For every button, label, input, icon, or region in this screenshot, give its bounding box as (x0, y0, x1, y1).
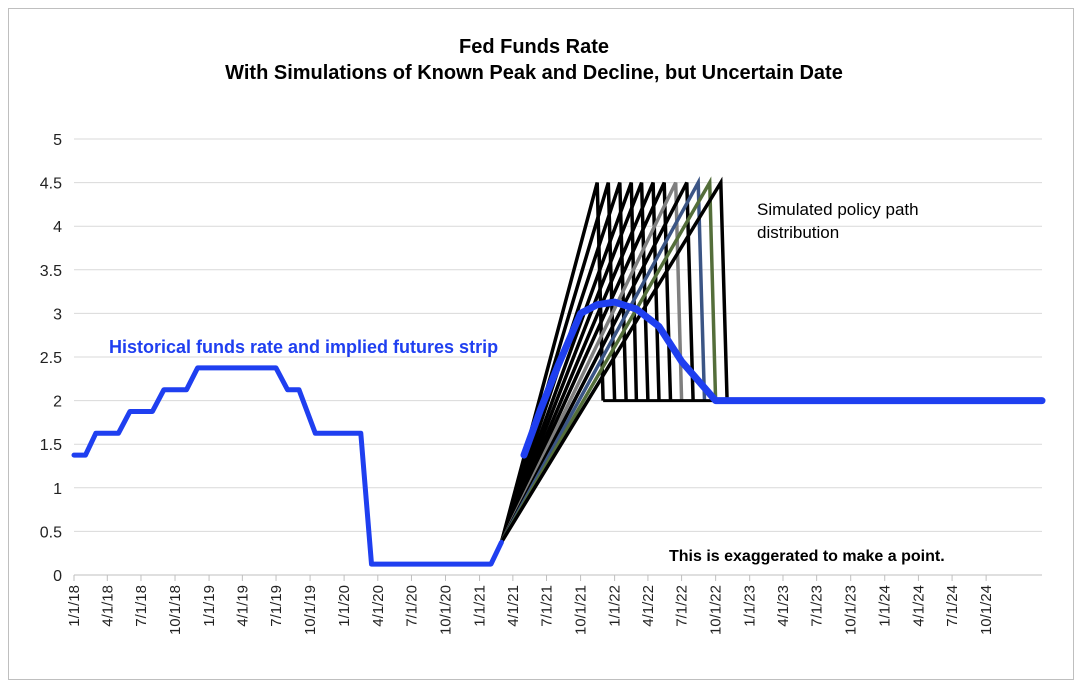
y-tick-label: 5 (53, 132, 62, 149)
x-tick-label: 4/1/18 (99, 585, 116, 627)
y-tick-label: 0.5 (40, 524, 62, 541)
x-tick-label: 10/1/22 (708, 585, 725, 635)
simulation-annotation-line1: Simulated policy path (757, 200, 919, 219)
simulation-path (499, 181, 673, 544)
simulation-path (499, 181, 650, 543)
simulation-path (499, 176, 707, 544)
y-tick-label: 4 (53, 219, 62, 236)
simulation-path (499, 176, 718, 544)
historical-annotation: Historical funds rate and implied future… (109, 337, 498, 357)
y-tick-label: 2.5 (40, 350, 62, 367)
simulation-path (499, 181, 684, 544)
historical-series (71, 298, 1046, 567)
y-tick-label: 2 (53, 394, 62, 411)
simulation-path (499, 182, 639, 543)
x-tick-label: 7/1/19 (268, 585, 285, 627)
x-tick-label: 10/1/19 (302, 585, 319, 635)
x-tick-label: 1/1/19 (201, 585, 218, 627)
y-tick-label: 0 (53, 568, 62, 585)
x-tick-label: 7/1/21 (539, 585, 556, 627)
y-tick-label: 3.5 (40, 263, 62, 280)
x-tick-label: 10/1/24 (978, 585, 995, 635)
y-axis-ticks: 0 0.5 1 1.5 2 2.5 3 3.5 4 4.5 5 (40, 132, 62, 585)
x-tick-label: 7/1/20 (403, 585, 420, 627)
chart-title-line1: Fed Funds Rate (459, 36, 609, 58)
x-tick-label: 1/1/23 (742, 585, 759, 627)
simulation-paths (499, 176, 729, 544)
x-axis-ticks: 1/1/18 4/1/18 7/1/18 10/1/18 1/1/19 4/1/19 7/1… (66, 575, 995, 635)
x-tick-label: 4/1/24 (910, 585, 927, 627)
y-tick-label: 4.5 (40, 176, 62, 193)
x-tick-label: 10/1/18 (167, 585, 184, 635)
x-tick-label: 1/1/21 (472, 585, 489, 627)
x-tick-label: 1/1/22 (607, 585, 624, 627)
simulation-path (499, 181, 695, 544)
x-tick-label: 4/1/22 (640, 585, 657, 627)
simulation-annotation-line2: distribution (757, 223, 839, 242)
x-tick-label: 4/1/20 (370, 585, 387, 627)
x-tick-label: 10/1/21 (573, 585, 590, 635)
x-tick-label: 1/1/24 (877, 585, 894, 627)
x-tick-label: 7/1/22 (674, 585, 691, 627)
chart-frame: Fed Funds Rate With Simulations of Known… (8, 8, 1074, 680)
y-tick-label: 1.5 (40, 437, 62, 454)
x-tick-label: 1/1/20 (336, 585, 353, 627)
x-tick-label: 4/1/23 (775, 585, 792, 627)
chart-title-line2: With Simulations of Known Peak and Decli… (225, 62, 843, 84)
x-tick-label: 4/1/21 (505, 585, 522, 627)
x-tick-label: 1/1/18 (66, 585, 83, 627)
x-tick-label: 7/1/18 (133, 585, 150, 627)
simulation-path (499, 176, 729, 544)
y-tick-label: 3 (53, 306, 62, 323)
futures-strip-line (520, 298, 1046, 459)
exaggeration-note: This is exaggerated to make a point. (669, 548, 945, 565)
x-tick-label: 7/1/24 (944, 585, 961, 627)
x-tick-label: 4/1/19 (234, 585, 251, 627)
y-tick-label: 1 (53, 481, 62, 498)
x-tick-label: 10/1/23 (843, 585, 860, 635)
x-tick-label: 7/1/23 (809, 585, 826, 627)
historical-rate-line (71, 365, 504, 567)
fed-funds-chart: Fed Funds Rate With Simulations of Known… (40, 36, 1046, 635)
x-tick-label: 10/1/20 (438, 585, 455, 635)
